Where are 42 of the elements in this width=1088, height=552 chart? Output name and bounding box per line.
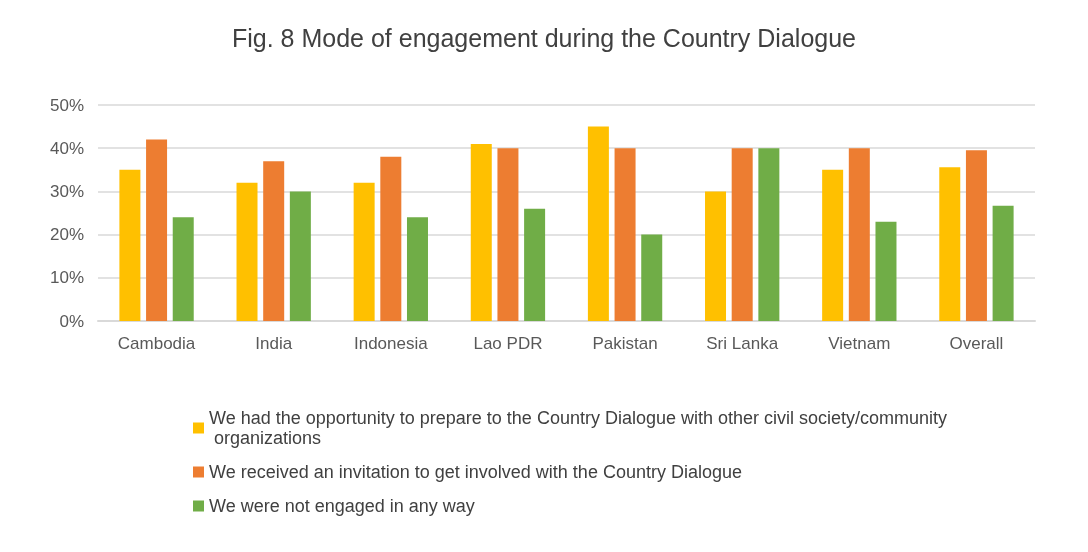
legend-label: We were not engaged in any way bbox=[209, 496, 475, 516]
x-tick-label: India bbox=[255, 334, 293, 353]
bar bbox=[524, 208, 546, 321]
bar bbox=[236, 182, 258, 321]
bar bbox=[470, 143, 492, 321]
bar bbox=[705, 191, 727, 321]
x-tick-label: Indonesia bbox=[353, 334, 429, 353]
legend-label: We received an invitation to get involved with the Country Dialogue bbox=[209, 462, 742, 482]
bar bbox=[875, 221, 897, 321]
y-tick-label: 40% bbox=[49, 138, 84, 158]
bar bbox=[587, 126, 609, 321]
bar bbox=[992, 205, 1014, 321]
bar bbox=[263, 161, 285, 321]
y-tick-label: 0% bbox=[59, 311, 84, 331]
bar bbox=[965, 150, 987, 321]
bar bbox=[614, 148, 636, 321]
bar bbox=[939, 167, 961, 321]
bar bbox=[758, 148, 780, 321]
bar bbox=[641, 234, 663, 321]
bar bbox=[353, 182, 375, 321]
x-tick-label: Lao PDR bbox=[473, 334, 543, 353]
chart-title: Fig. 8 Mode of engagement during the Country Dialogue bbox=[232, 23, 856, 52]
y-tick-label: 30% bbox=[49, 181, 84, 201]
y-tick-label: 10% bbox=[49, 268, 84, 288]
y-tick-label: 20% bbox=[49, 225, 84, 245]
x-tick-label: Vietnam bbox=[828, 334, 891, 353]
bar bbox=[731, 148, 753, 321]
x-tick-label: Cambodia bbox=[117, 334, 196, 353]
bar bbox=[289, 191, 311, 321]
bar bbox=[146, 139, 168, 321]
y-tick-label: 50% bbox=[49, 95, 84, 115]
x-tick-label: Sri Lanka bbox=[706, 334, 779, 353]
bar bbox=[406, 217, 428, 321]
legend-label: We had the opportunity to prepare to the Country Dialogue with other civil society/community organizations bbox=[209, 408, 948, 448]
bar bbox=[380, 156, 402, 321]
x-tick-label: Overall bbox=[949, 334, 1004, 353]
bar bbox=[172, 217, 194, 321]
bar bbox=[119, 169, 141, 321]
x-tick-label: Pakistan bbox=[592, 334, 658, 353]
bar bbox=[822, 169, 844, 321]
bar bbox=[848, 148, 870, 321]
bar bbox=[497, 148, 519, 321]
